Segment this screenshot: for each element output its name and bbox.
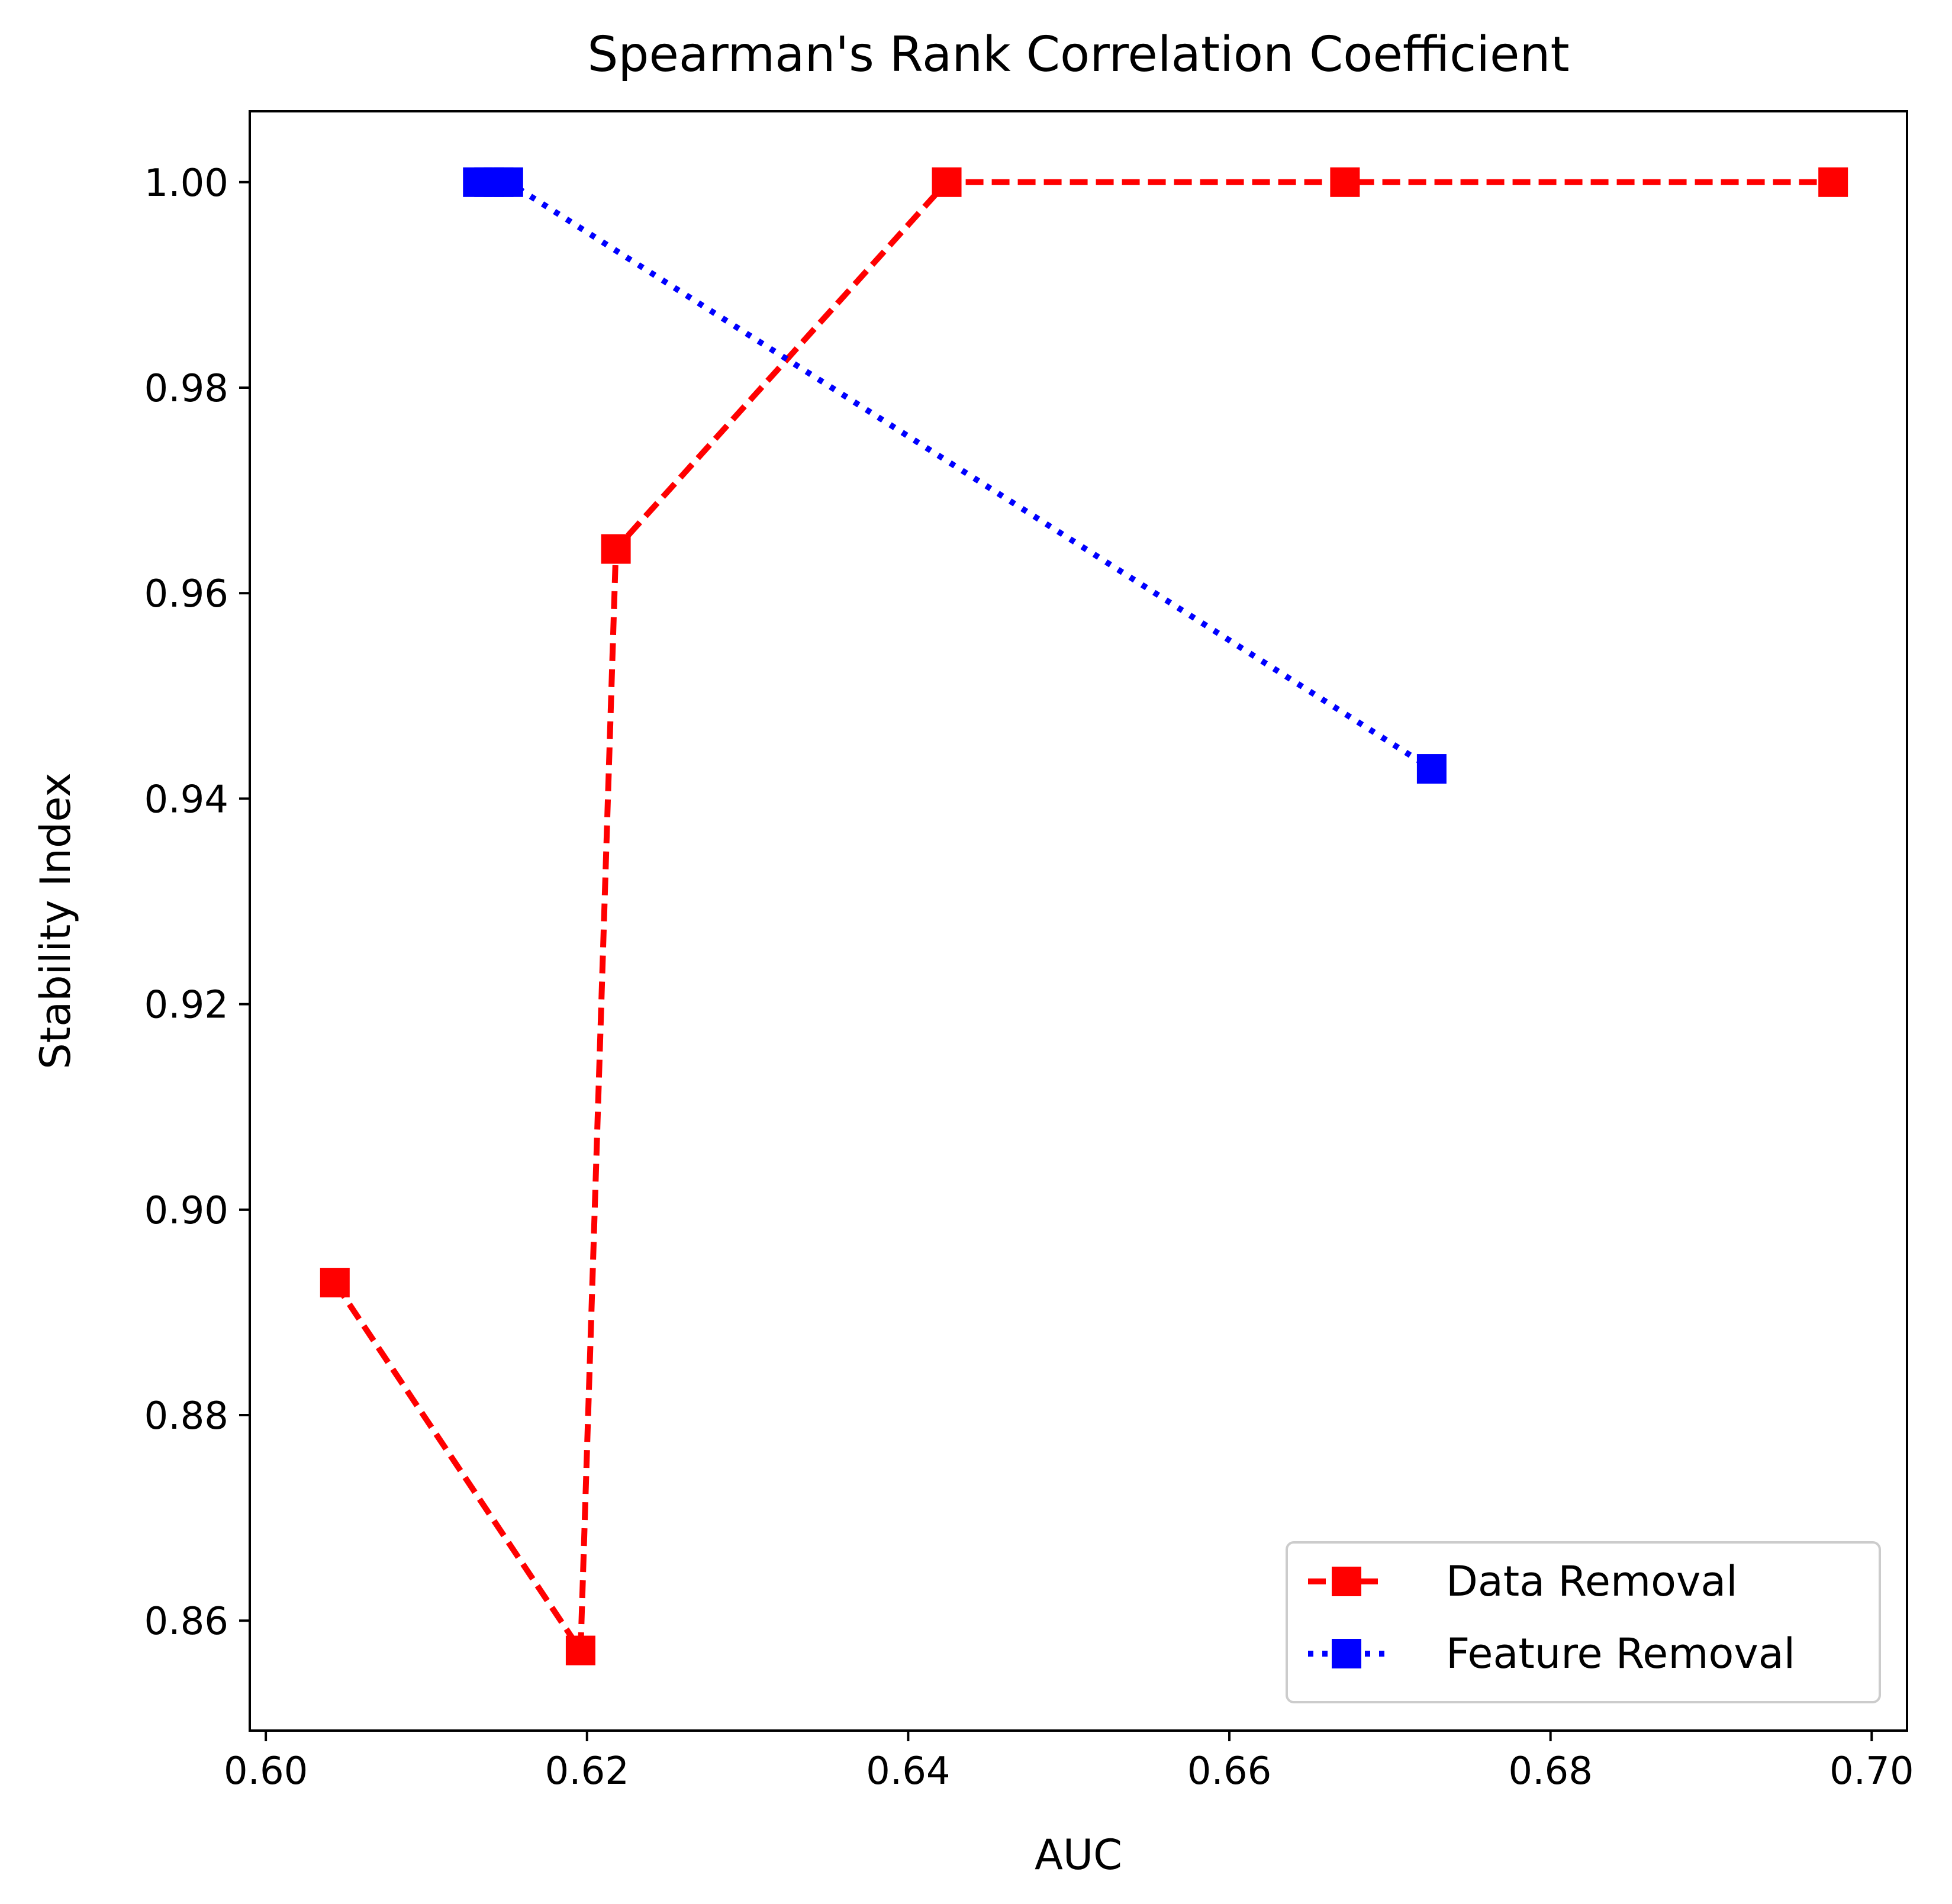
data-removal-line (332, 179, 1834, 1660)
x-tick-label: 0.60 (224, 1750, 308, 1793)
chart-title: Spearman's Rank Correlation Coefficient (587, 27, 1569, 83)
y-tick-label: 0.94 (144, 778, 229, 821)
y-tick-label: 0.88 (144, 1394, 229, 1438)
legend: Data Removal Feature Removal (1286, 1541, 1881, 1703)
legend-data-removal-label: Data Removal (1446, 1557, 1738, 1606)
x-tick-label: 0.68 (1508, 1750, 1593, 1793)
legend-box (1286, 1541, 1881, 1703)
y-tick-label: 0.86 (144, 1600, 229, 1644)
x-axis-label: AUC (1035, 1831, 1122, 1879)
legend-data-removal-marker (1332, 1567, 1361, 1596)
data-removal-point (1330, 167, 1360, 197)
x-tick-label: 0.64 (866, 1750, 951, 1793)
feature-removal-point (493, 167, 523, 197)
x-tick-label: 0.62 (545, 1750, 630, 1793)
data-removal-point (320, 1268, 350, 1298)
data-removal-point (565, 1635, 595, 1665)
plot-frame (249, 110, 1908, 1732)
x-tick-label: 0.66 (1187, 1750, 1272, 1793)
y-tick-label: 1.00 (144, 162, 229, 205)
data-removal-point (932, 167, 962, 197)
series-layer (320, 167, 1848, 1665)
x-tick-label: 0.70 (1829, 1750, 1914, 1793)
y-tick-label: 0.98 (144, 367, 229, 411)
y-tick-label: 0.92 (144, 984, 229, 1027)
feature-removal-point (1416, 754, 1447, 784)
data-removal-point (1818, 167, 1848, 197)
y-tick-label: 0.90 (144, 1189, 229, 1233)
axis-ticks: 0.60 0.62 0.64 0.66 0.68 0.70 0.86 0.88 0.90 0.92… (144, 162, 1914, 1793)
legend-feature-removal-label: Feature Removal (1446, 1629, 1795, 1678)
y-axis-label: Stability Index (31, 772, 80, 1069)
data-removal-point (601, 534, 631, 564)
legend-feature-removal-marker (1332, 1639, 1361, 1668)
y-tick-label: 0.96 (144, 572, 229, 616)
